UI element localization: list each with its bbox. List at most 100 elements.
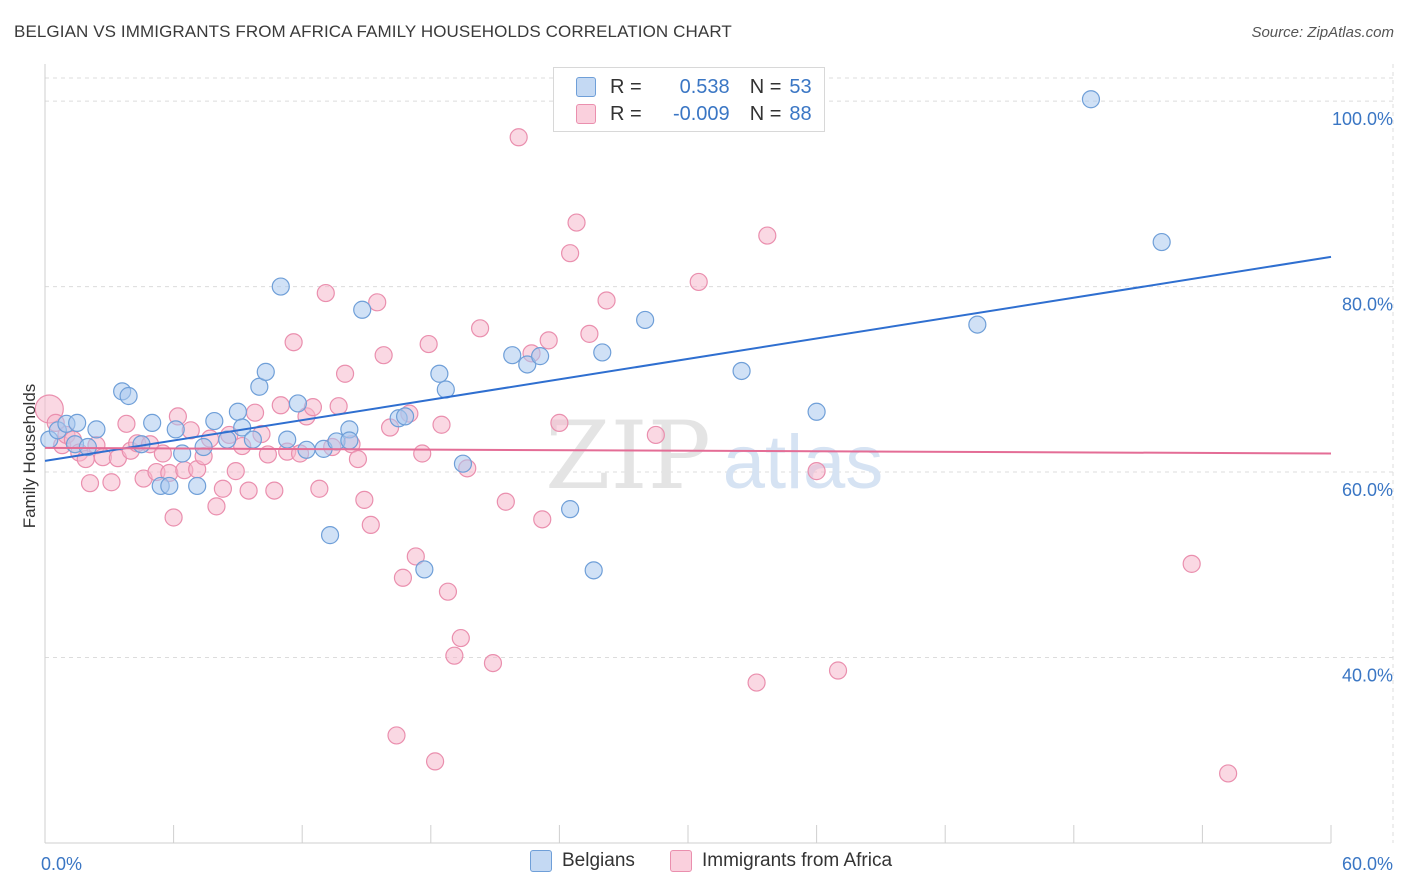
point-africa: [316, 283, 335, 303]
point-africa: [445, 646, 464, 665]
series-belgians: [40, 90, 1171, 580]
point-africa: [213, 479, 232, 498]
point-africa: [807, 462, 826, 481]
point-africa: [567, 213, 586, 232]
point-africa: [368, 293, 387, 312]
watermark: ZIP atlas: [545, 402, 883, 511]
chart-title: BELGIAN VS IMMIGRANTS FROM AFRICA FAMILY…: [14, 22, 732, 41]
legend-r-value: 0.538: [679, 75, 730, 98]
point-belgians: [430, 364, 449, 383]
point-belgians: [119, 386, 138, 406]
axis-layer: [44, 64, 1332, 844]
point-africa: [419, 334, 438, 354]
point-belgians: [593, 343, 612, 362]
trend-lines: [44, 255, 1332, 462]
point-africa: [496, 492, 515, 511]
point-africa: [432, 415, 451, 434]
legend-r-value: -0.009: [672, 102, 730, 125]
point-belgians: [518, 355, 537, 374]
legend-label-belgians: Belgians: [562, 850, 635, 871]
point-africa: [335, 364, 355, 383]
point-africa: [747, 673, 766, 692]
point-belgians: [561, 500, 580, 519]
legend-n-label: N =: [749, 75, 782, 98]
point-belgians: [503, 346, 522, 365]
point-africa: [646, 425, 665, 445]
point-belgians: [415, 560, 434, 579]
y-tick-label: 80.0%: [1342, 295, 1393, 315]
point-belgians: [288, 394, 308, 413]
point-africa: [561, 244, 580, 263]
point-belgians: [194, 437, 213, 457]
point-africa: [509, 128, 528, 147]
watermark-zip: ZIP: [545, 402, 711, 511]
point-africa: [117, 414, 136, 433]
point-africa: [348, 449, 368, 469]
point-belgians: [1152, 232, 1171, 252]
point-africa: [164, 508, 183, 527]
trend-line-africa: [44, 446, 1332, 455]
point-africa: [102, 473, 121, 492]
point-africa: [310, 479, 329, 498]
point-belgians: [1081, 90, 1101, 109]
point-belgians: [320, 526, 340, 545]
watermark-atlas: atlas: [723, 420, 884, 505]
x-tick-label: 60.0%: [1342, 854, 1393, 874]
point-africa: [265, 481, 284, 500]
point-africa: [550, 413, 569, 432]
point-africa: [828, 661, 848, 680]
point-belgians: [68, 413, 87, 432]
point-africa: [271, 396, 290, 415]
point-belgians: [453, 454, 473, 473]
point-africa: [284, 333, 303, 352]
point-belgians: [188, 476, 207, 496]
y-tick-label: 60.0%: [1342, 480, 1393, 500]
trend-line-belgians: [44, 255, 1332, 462]
legend-swatch-africa: [670, 850, 692, 872]
point-belgians: [807, 402, 826, 421]
point-belgians: [243, 430, 263, 449]
point-belgians: [166, 420, 185, 439]
point-belgians: [228, 402, 247, 421]
point-belgians: [968, 315, 987, 334]
point-belgians: [353, 300, 372, 319]
point-belgians: [205, 411, 224, 431]
point-africa: [533, 510, 552, 529]
point-belgians: [340, 431, 359, 450]
legend-swatch-belgians: [576, 77, 596, 97]
point-africa: [387, 726, 406, 745]
legend-r-label: R =: [610, 102, 642, 125]
point-africa: [374, 346, 393, 365]
point-africa: [438, 582, 458, 601]
point-africa: [226, 462, 245, 481]
point-africa: [689, 272, 708, 292]
point-belgians: [732, 361, 751, 381]
point-africa: [580, 324, 599, 343]
point-belgians: [531, 347, 550, 366]
point-belgians: [395, 407, 415, 426]
tick-labels: 40.0% 60.0% 80.0% 100.0% 0.0% 60.0%: [41, 109, 1393, 874]
legend-n-value: 53: [789, 75, 812, 98]
legend-swatch-africa: [576, 104, 596, 124]
point-africa: [451, 628, 470, 648]
point-africa: [80, 474, 100, 493]
point-belgians: [636, 310, 655, 330]
x-tick-label: 0.0%: [41, 854, 82, 874]
legend-n-label: N =: [749, 102, 782, 125]
y-axis-label: Family Households: [20, 384, 39, 529]
point-africa: [245, 403, 265, 422]
point-belgians: [143, 413, 162, 432]
point-belgians: [78, 437, 97, 457]
point-africa: [207, 497, 226, 516]
point-belgians: [87, 420, 106, 439]
point-belgians: [278, 430, 297, 449]
stats-legend: R = 0.538 N = 53 R = -0.009 N = 88: [553, 67, 825, 132]
legend-swatch-belgians: [530, 850, 552, 872]
legend-item-africa: Immigrants from Africa: [670, 850, 892, 872]
point-africa: [393, 568, 413, 587]
legend-n-value: 88: [789, 102, 812, 125]
point-africa: [361, 515, 380, 535]
point-belgians: [256, 362, 275, 381]
point-africa: [258, 445, 278, 464]
